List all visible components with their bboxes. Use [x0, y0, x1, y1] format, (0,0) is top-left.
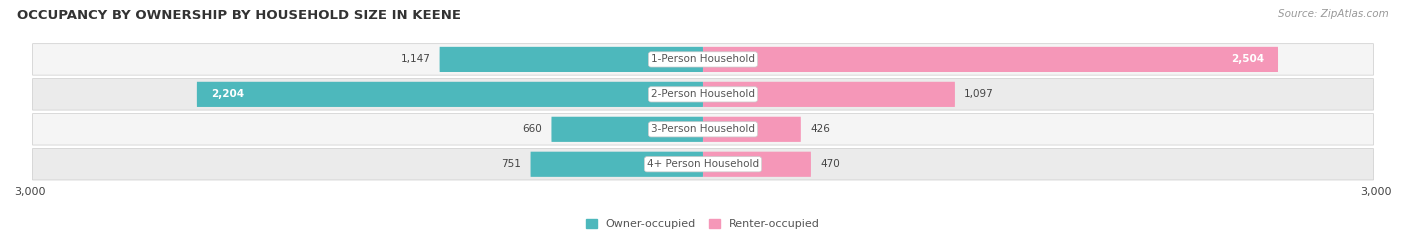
FancyBboxPatch shape — [703, 82, 955, 107]
FancyBboxPatch shape — [530, 152, 703, 177]
FancyBboxPatch shape — [703, 117, 801, 142]
Text: 1,147: 1,147 — [401, 55, 430, 64]
FancyBboxPatch shape — [197, 82, 703, 107]
Text: 2-Person Household: 2-Person Household — [651, 89, 755, 99]
FancyBboxPatch shape — [551, 117, 703, 142]
Text: 3-Person Household: 3-Person Household — [651, 124, 755, 134]
Legend: Owner-occupied, Renter-occupied: Owner-occupied, Renter-occupied — [586, 219, 820, 229]
FancyBboxPatch shape — [440, 47, 703, 72]
Text: Source: ZipAtlas.com: Source: ZipAtlas.com — [1278, 9, 1389, 19]
Text: OCCUPANCY BY OWNERSHIP BY HOUSEHOLD SIZE IN KEENE: OCCUPANCY BY OWNERSHIP BY HOUSEHOLD SIZE… — [17, 9, 461, 22]
Text: 1,097: 1,097 — [965, 89, 994, 99]
Text: 426: 426 — [810, 124, 830, 134]
Text: 470: 470 — [820, 159, 839, 169]
FancyBboxPatch shape — [32, 149, 1374, 180]
Text: 4+ Person Household: 4+ Person Household — [647, 159, 759, 169]
FancyBboxPatch shape — [703, 47, 1278, 72]
FancyBboxPatch shape — [703, 152, 811, 177]
Text: 751: 751 — [502, 159, 522, 169]
FancyBboxPatch shape — [32, 44, 1374, 75]
Text: 3,000: 3,000 — [1361, 187, 1392, 197]
FancyBboxPatch shape — [32, 114, 1374, 145]
Text: 660: 660 — [523, 124, 543, 134]
Text: 1-Person Household: 1-Person Household — [651, 55, 755, 64]
FancyBboxPatch shape — [32, 79, 1374, 110]
Text: 2,504: 2,504 — [1232, 55, 1264, 64]
Text: 2,204: 2,204 — [211, 89, 243, 99]
Text: 3,000: 3,000 — [14, 187, 45, 197]
